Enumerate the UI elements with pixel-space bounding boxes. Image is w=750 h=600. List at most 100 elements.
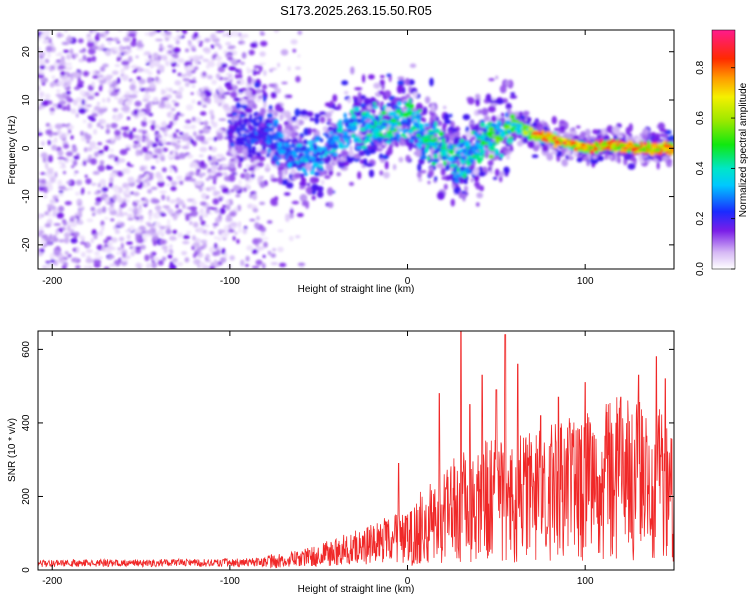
heatmap-cell: [166, 228, 171, 233]
heatmap-cell: [144, 254, 150, 262]
heatmap-cell: [86, 140, 90, 144]
heatmap-cell: [294, 146, 301, 151]
heatmap-cell: [396, 84, 403, 94]
heatmap-cell: [656, 161, 660, 170]
heatmap-cell: [113, 188, 120, 194]
spectrogram-xlabel: Height of straight line (km): [298, 284, 415, 295]
heatmap-cell: [292, 150, 297, 155]
heatmap-cell: [253, 67, 258, 71]
heatmap-cell: [45, 237, 53, 241]
heatmap-cell: [91, 182, 97, 186]
heatmap-cell: [141, 120, 147, 127]
heatmap-cell: [417, 171, 422, 179]
heatmap-cell: [98, 149, 104, 155]
snr-ylabel: SNR (10 * v/v): [7, 418, 18, 482]
heatmap-cell: [348, 123, 355, 126]
heatmap-cell: [88, 155, 93, 158]
heatmap-cell: [251, 89, 257, 96]
heatmap-cell: [321, 179, 325, 185]
heatmap-cell: [639, 133, 643, 137]
heatmap-cell: [113, 37, 120, 42]
heatmap-cell: [161, 194, 166, 201]
heatmap-cell: [168, 248, 173, 253]
heatmap-cell: [296, 143, 303, 148]
heatmap-cell: [592, 129, 599, 135]
heatmap-cell: [135, 235, 141, 241]
heatmap-cell: [268, 83, 276, 88]
heatmap-cell: [166, 183, 170, 187]
heatmap-cell: [270, 91, 277, 99]
heatmap-cell: [422, 117, 427, 123]
heatmap-cell: [510, 92, 516, 96]
heatmap-cell: [271, 177, 279, 182]
heatmap-cell: [238, 227, 242, 234]
heatmap-cell: [242, 118, 249, 123]
x-tick-label: -200: [42, 276, 62, 287]
heatmap-cell: [154, 205, 162, 211]
heatmap-cell: [91, 45, 99, 50]
heatmap-cell: [459, 159, 463, 163]
heatmap-cell: [62, 219, 66, 224]
heatmap-cell: [495, 75, 499, 80]
heatmap-cell: [39, 91, 45, 97]
heatmap-cell: [258, 62, 267, 66]
y-tick-label: 0: [21, 567, 32, 573]
y-tick-label: -10: [21, 189, 32, 204]
heatmap-cell: [291, 116, 297, 122]
heatmap-cell: [255, 98, 262, 103]
heatmap-cell: [93, 112, 97, 116]
heatmap-cell: [417, 163, 422, 172]
heatmap-cell: [207, 137, 214, 141]
heatmap-cell: [109, 86, 114, 90]
heatmap-cell: [240, 61, 245, 65]
heatmap-cell: [210, 207, 218, 211]
heatmap-cell: [506, 155, 510, 160]
heatmap-cell: [93, 105, 101, 112]
heatmap-cell: [216, 30, 225, 33]
heatmap-cell: [236, 239, 240, 244]
heatmap-cell: [164, 87, 169, 91]
heatmap-cell: [136, 149, 140, 155]
heatmap-cell: [238, 68, 242, 77]
heatmap-cell: [245, 255, 250, 262]
heatmap-cell: [193, 66, 199, 70]
heatmap-cell: [269, 145, 276, 151]
heatmap-cell: [311, 190, 317, 195]
heatmap-cell: [379, 124, 383, 131]
heatmap-cell: [357, 171, 362, 180]
heatmap-cell: [225, 53, 233, 58]
heatmap-cell: [175, 136, 182, 139]
spectrogram-frame: [37, 29, 675, 270]
heatmap-cell: [281, 81, 288, 85]
heatmap-cell: [201, 212, 207, 218]
heatmap-cell: [478, 171, 486, 177]
heatmap-cell: [145, 230, 153, 234]
heatmap-cell: [171, 53, 178, 57]
heatmap-cell: [315, 114, 321, 118]
heatmap-cell: [655, 155, 662, 160]
heatmap-cell: [668, 135, 674, 142]
heatmap-cell: [228, 173, 236, 182]
heatmap-cell: [235, 68, 240, 73]
heatmap-cell: [475, 97, 480, 107]
heatmap-cell: [62, 49, 70, 53]
heatmap-cell: [82, 54, 87, 62]
heatmap-cell: [476, 153, 480, 160]
heatmap-cell: [191, 161, 198, 168]
heatmap-cell: [246, 245, 254, 251]
heatmap-cell: [135, 179, 142, 184]
heatmap-cell: [499, 153, 504, 158]
heatmap-cell: [58, 239, 65, 243]
heatmap-cell: [125, 147, 131, 151]
heatmap-cell: [101, 224, 105, 231]
heatmap-cell: [168, 264, 177, 269]
heatmap-cell: [217, 236, 222, 242]
heatmap-cell: [601, 128, 607, 136]
heatmap-cell: [198, 154, 204, 157]
heatmap-cell: [115, 85, 119, 90]
heatmap-cell: [65, 90, 71, 95]
heatmap-cell: [145, 222, 152, 225]
heatmap-cell: [334, 135, 341, 141]
heatmap-cell: [117, 113, 124, 120]
heatmap-cell: [62, 170, 67, 175]
